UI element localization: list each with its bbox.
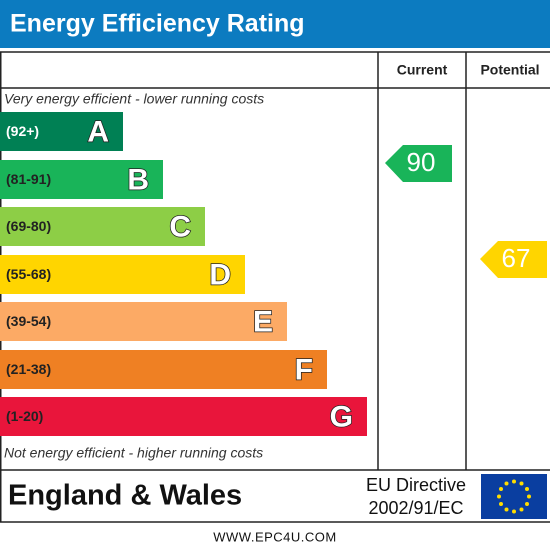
- website: WWW.EPC4U.COM: [213, 529, 337, 544]
- eu-star: [524, 502, 529, 506]
- band-bar: [0, 112, 123, 151]
- column-header: Current: [397, 62, 448, 78]
- title-bar: [0, 0, 550, 48]
- eu-star: [499, 502, 504, 506]
- band-bar: [0, 350, 327, 389]
- band-letter: E: [253, 305, 273, 338]
- band-range: (81-91): [6, 171, 51, 187]
- column-header: Potential: [480, 62, 539, 78]
- band-range: (92+): [6, 123, 39, 139]
- top-note: Very energy efficient - lower running co…: [4, 91, 264, 107]
- band-letter: D: [209, 258, 231, 291]
- eu-star: [499, 487, 504, 491]
- bands: (92+) A (81-91) B (69-80) C (55-68) D (39-54) E (2…: [0, 112, 367, 436]
- region: England & Wales: [8, 480, 242, 512]
- eu-stars: [497, 479, 531, 514]
- eu-star: [524, 487, 529, 491]
- directive: EU Directive: [366, 475, 466, 495]
- band-bar: [0, 255, 245, 294]
- band-letter: A: [87, 115, 109, 148]
- band-letter: G: [330, 400, 353, 433]
- band-bar: [0, 397, 367, 436]
- potential-arrow: [480, 241, 547, 278]
- title: Energy Efficiency Rating: [10, 10, 305, 38]
- eu-star: [512, 479, 516, 484]
- eu-star: [519, 507, 524, 512]
- eu-star: [497, 494, 501, 499]
- directive: 2002/91/EC: [368, 498, 463, 518]
- band-range: (69-80): [6, 218, 51, 234]
- current-value: 90: [407, 147, 436, 177]
- band-bar: [0, 160, 163, 199]
- eu-star: [519, 481, 524, 486]
- eu-star: [512, 509, 516, 514]
- band-bar: [0, 207, 205, 246]
- band-range: (39-54): [6, 313, 51, 329]
- band-bar: [0, 302, 287, 341]
- eu-star: [527, 494, 531, 499]
- potential-value: 67: [502, 243, 531, 273]
- bottom-note: Not energy efficient - higher running co…: [4, 445, 263, 461]
- band-letter: C: [169, 210, 191, 243]
- eu-star: [504, 481, 509, 486]
- band-range: (1-20): [6, 408, 43, 424]
- current-arrow: [385, 145, 452, 182]
- band-letter: F: [295, 353, 313, 386]
- band-range: (55-68): [6, 266, 51, 282]
- band-range: (21-38): [6, 361, 51, 377]
- band-letter: B: [127, 163, 149, 196]
- eu-star: [504, 507, 509, 512]
